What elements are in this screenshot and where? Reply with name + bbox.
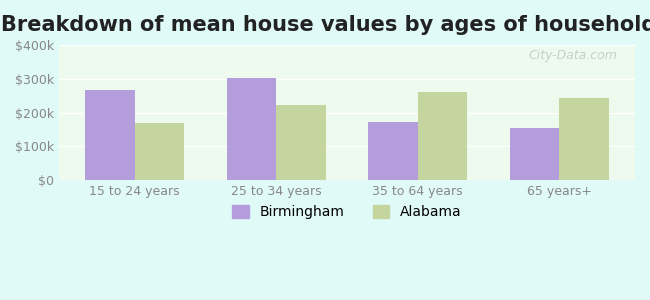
Title: Breakdown of mean house values by ages of householders: Breakdown of mean house values by ages o… bbox=[1, 15, 650, 35]
Bar bbox=[510, 128, 559, 180]
Legend: Birmingham, Alabama: Birmingham, Alabama bbox=[226, 200, 467, 225]
Bar bbox=[559, 98, 609, 180]
Bar bbox=[85, 89, 135, 180]
Bar bbox=[227, 78, 276, 180]
Bar bbox=[418, 92, 467, 180]
Bar bbox=[368, 122, 418, 180]
Text: City-Data.com: City-Data.com bbox=[529, 49, 617, 62]
Bar bbox=[276, 105, 326, 180]
Bar bbox=[135, 123, 184, 180]
